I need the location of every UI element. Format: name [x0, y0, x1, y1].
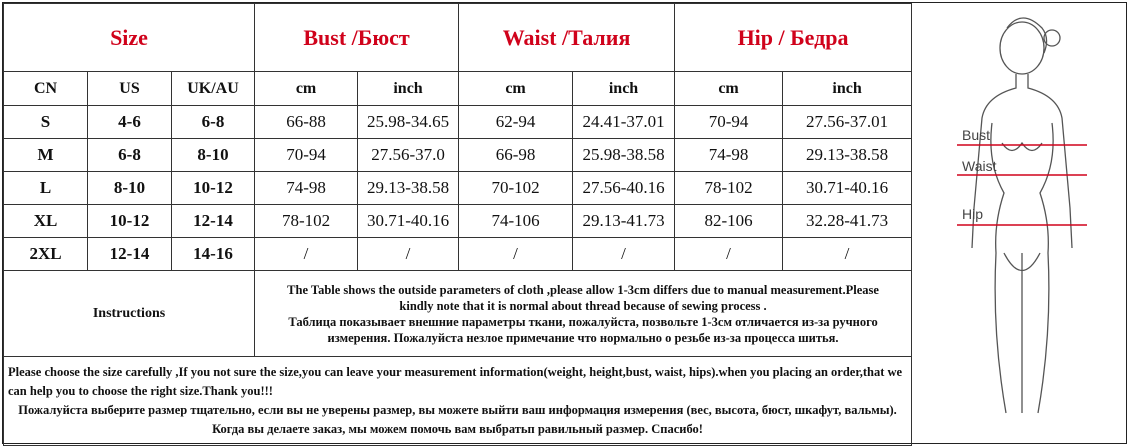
- table-cell: 30.71-40.16: [782, 171, 913, 205]
- table-cell: L: [3, 171, 88, 205]
- table-cell: 29.13-38.58: [782, 138, 913, 172]
- table-cell: 6-8: [170, 105, 256, 139]
- table-cell: /: [254, 237, 359, 271]
- table-cell: 10-12: [170, 171, 256, 205]
- table-cell: 10-12: [87, 204, 172, 238]
- table-cell: 8-10: [87, 171, 172, 205]
- table-cell: 82-106: [674, 204, 784, 238]
- bust-label: Bust: [962, 127, 990, 143]
- instructions-label: Instructions: [2, 270, 256, 357]
- table-cell: /: [782, 237, 913, 271]
- table-cell: 30.71-40.16: [357, 204, 460, 238]
- table-cell: 2XL: [3, 237, 88, 271]
- table-cell: 24.41-37.01: [572, 105, 676, 139]
- waist-label: Waist: [962, 158, 997, 174]
- table-cell: 25.98-34.65: [357, 105, 460, 139]
- col-bust-cm: cm: [254, 71, 359, 106]
- table-cell: 12-14: [170, 204, 256, 238]
- table-cell: /: [572, 237, 676, 271]
- table-cell: 70-94: [674, 105, 784, 139]
- table-cell: 74-98: [254, 171, 359, 205]
- size-row: S 4-6 6-8 66-88 25.98-34.65 62-94 24.41-37.01 7…: [3, 105, 913, 139]
- table-cell: 70-102: [458, 171, 574, 205]
- table-cell: 74-98: [674, 138, 784, 172]
- table-cell: 27.56-37.0: [357, 138, 460, 172]
- table-cell: 78-102: [674, 171, 784, 205]
- table-cell: 8-10: [170, 138, 256, 172]
- hip-label: Hip: [962, 206, 983, 222]
- waist-header: Waist /Талия: [458, 3, 676, 72]
- table-cell: S: [3, 105, 88, 139]
- col-bust-inch: inch: [357, 71, 460, 106]
- col-cn: CN: [3, 71, 88, 106]
- size-advice: Please choose the size carefully ,If you…: [2, 356, 913, 446]
- table-cell: 29.13-38.58: [357, 171, 460, 205]
- instructions-ru: Таблица показывает внешние параметры тка…: [288, 314, 878, 345]
- table-cell: /: [674, 237, 784, 271]
- table-cell: 32.28-41.73: [782, 204, 913, 238]
- subheader-row: CN US UK/AU cm inch cm inch cm inch: [3, 71, 913, 106]
- body-measurement-figure: Bust Waist Hip: [911, 3, 1129, 443]
- instructions-text: The Table shows the outside parameters o…: [254, 270, 913, 357]
- col-uk: UK/AU: [170, 71, 256, 106]
- table-cell: 25.98-38.58: [572, 138, 676, 172]
- table-cell: 29.13-41.73: [572, 204, 676, 238]
- table-cell: 70-94: [254, 138, 359, 172]
- table-cell: 27.56-37.01: [782, 105, 913, 139]
- table-cell: 78-102: [254, 204, 359, 238]
- table-cell: 27.56-40.16: [572, 171, 676, 205]
- table-cell: /: [458, 237, 574, 271]
- instructions-en: The Table shows the outside parameters o…: [287, 282, 879, 313]
- size-row: M 6-8 8-10 70-94 27.56-37.0 66-98 25.98-38.58 7…: [3, 138, 913, 172]
- size-header: Size: [2, 3, 256, 72]
- size-row: XL 10-12 12-14 78-102 30.71-40.16 74-106 29.13…: [3, 204, 913, 238]
- col-waist-cm: cm: [458, 71, 574, 106]
- table-cell: 62-94: [458, 105, 574, 139]
- size-advice-en: Please choose the size carefully ,If you…: [8, 365, 903, 398]
- size-row: 2XL 12-14 14-16// / / / /: [3, 237, 913, 271]
- table-cell: 66-88: [254, 105, 359, 139]
- table-cell: 6-8: [87, 138, 172, 172]
- table-cell: 14-16: [170, 237, 256, 271]
- col-waist-inch: inch: [572, 71, 676, 106]
- body-outline-icon: Bust Waist Hip: [957, 17, 1087, 414]
- table-cell: 4-6: [87, 105, 172, 139]
- table-cell: XL: [3, 204, 88, 238]
- size-advice-ru: Пожалуйста выберите размер тщательно, ес…: [18, 403, 897, 436]
- hip-header: Hip / Бедра: [674, 3, 913, 72]
- size-row: L 8-10 10-12 74-98 29.13-38.58 70-102 27.56-40…: [3, 171, 913, 205]
- table-cell: /: [357, 237, 460, 271]
- col-hip-cm: cm: [674, 71, 784, 106]
- table-cell: M: [3, 138, 88, 172]
- col-hip-inch: inch: [782, 71, 913, 106]
- col-us: US: [87, 71, 172, 106]
- table-cell: 74-106: [458, 204, 574, 238]
- size-table: Size Bust /Бюст Waist /Талия Hip / Бедра…: [2, 3, 913, 446]
- bust-header: Bust /Бюст: [254, 3, 460, 72]
- table-cell: 12-14: [87, 237, 172, 271]
- table-cell: 66-98: [458, 138, 574, 172]
